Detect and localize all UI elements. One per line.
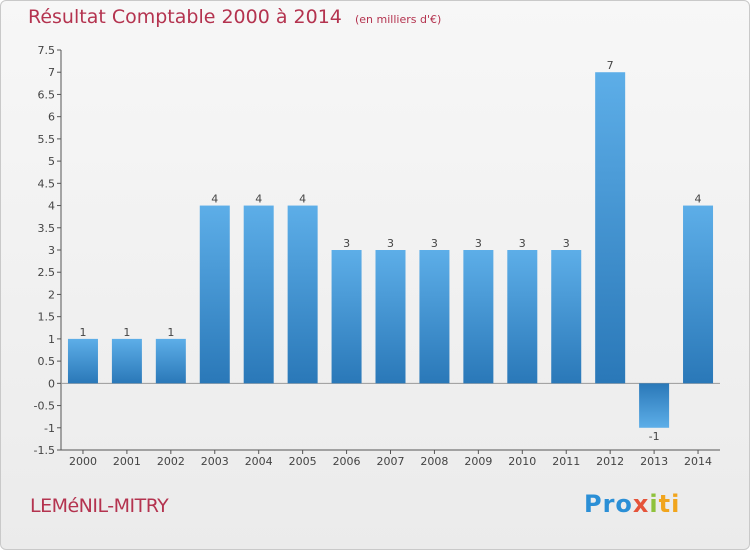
commune-name: LEMéNIL-MITRY (30, 495, 169, 517)
bar (595, 72, 626, 384)
data-label: 3 (431, 237, 438, 250)
y-tick-label: -1 (44, 422, 55, 435)
x-tick-label: 2013 (640, 455, 668, 468)
x-tick-label: 2003 (201, 455, 229, 468)
bar (507, 250, 538, 384)
bar (419, 250, 450, 384)
bar (551, 250, 582, 384)
y-tick-label: 3 (48, 244, 55, 257)
data-label: 1 (79, 326, 86, 339)
y-tick-label: 3.5 (38, 222, 56, 235)
y-tick-label: 0 (48, 377, 55, 390)
data-label: 4 (695, 193, 702, 206)
x-tick-label: 2000 (69, 455, 97, 468)
y-tick-label: 6.5 (38, 88, 56, 101)
x-tick-label: 2008 (420, 455, 448, 468)
x-tick-label: 2007 (377, 455, 405, 468)
x-tick-label: 2010 (508, 455, 536, 468)
data-label: 3 (343, 237, 350, 250)
y-tick-label: 1.5 (38, 311, 56, 324)
bar (155, 338, 186, 384)
data-label: -1 (649, 430, 660, 443)
x-tick-label: 2009 (464, 455, 492, 468)
y-tick-label: -1.5 (34, 444, 55, 457)
x-tick-label: 2005 (289, 455, 317, 468)
y-tick-label: 0.5 (38, 355, 56, 368)
logo-part-4: ti (658, 490, 681, 518)
proxiti-logo: Proxiti (584, 490, 680, 518)
x-tick-label: 2001 (113, 455, 141, 468)
chart-title: Résultat Comptable 2000 à 2014 (28, 6, 342, 28)
y-tick-label: 2.5 (38, 266, 56, 279)
chart-title-area: Résultat Comptable 2000 à 2014 (en milli… (28, 6, 441, 28)
y-tick-label: 4 (48, 200, 55, 213)
bar (199, 205, 230, 384)
data-label: 4 (255, 193, 262, 206)
bar (683, 205, 714, 384)
y-tick-label: 2 (48, 288, 55, 301)
data-label: 1 (123, 326, 130, 339)
x-tick-label: 2004 (245, 455, 273, 468)
logo-part-2: x (632, 490, 650, 518)
bar (463, 250, 494, 384)
data-label: 4 (211, 193, 218, 206)
y-tick-label: 1 (48, 333, 55, 346)
logo-part-3: i (649, 490, 659, 518)
y-tick-label: 7 (48, 66, 55, 79)
x-tick-label: 2014 (684, 455, 712, 468)
bar (375, 250, 406, 384)
y-tick-label: 7.5 (38, 44, 56, 57)
x-tick-label: 2011 (552, 455, 580, 468)
x-tick-label: 2012 (596, 455, 624, 468)
y-tick-label: 4.5 (38, 177, 56, 190)
bar (111, 338, 142, 384)
data-label: 3 (563, 237, 570, 250)
bar (67, 338, 98, 384)
bar (287, 205, 318, 384)
data-label: 1 (167, 326, 174, 339)
bar (331, 250, 362, 384)
logo-part-1: Pro (584, 490, 633, 518)
bar (243, 205, 274, 384)
x-tick-label: 2002 (157, 455, 185, 468)
x-tick-label: 2006 (333, 455, 361, 468)
y-tick-label: 5.5 (38, 133, 56, 146)
data-label: 3 (519, 237, 526, 250)
bar (639, 383, 670, 428)
data-label: 3 (475, 237, 482, 250)
data-label: 3 (387, 237, 394, 250)
data-label: 4 (299, 193, 306, 206)
y-tick-label: 5 (48, 155, 55, 168)
chart-subtitle: (en milliers d'€) (354, 13, 442, 26)
data-label: 7 (607, 59, 614, 72)
y-tick-label: 6 (48, 111, 55, 124)
y-tick-label: -0.5 (34, 400, 55, 413)
